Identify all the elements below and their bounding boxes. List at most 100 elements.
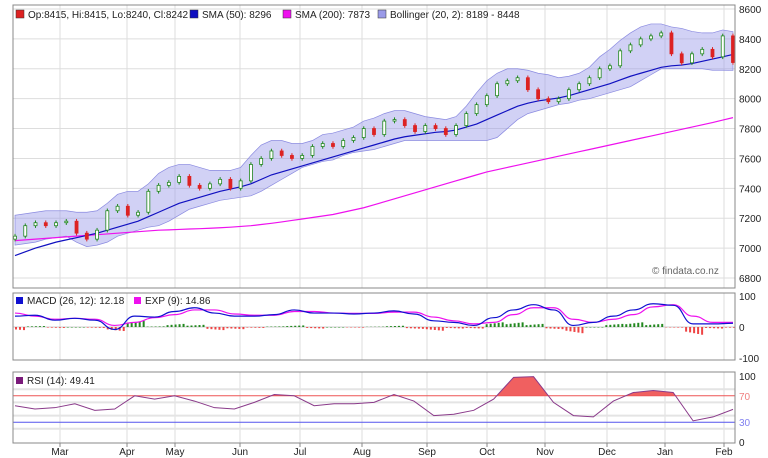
macd-histogram-bar [653, 324, 656, 327]
macd-histogram-bar [681, 327, 684, 328]
macd-histogram-bar [314, 327, 317, 329]
candle-body [382, 120, 387, 135]
candle-body [597, 68, 602, 79]
macd-histogram-bar [166, 325, 169, 327]
sma200-legend-label: SMA (200): 7873 [295, 10, 370, 21]
candle-body [115, 205, 120, 212]
macd-histogram-bar [50, 327, 53, 328]
month-label: Oct [479, 447, 495, 458]
macd-histogram-bar [393, 326, 396, 327]
macd-histogram-bar [589, 327, 592, 328]
macd-histogram-bar [358, 327, 361, 328]
macd-histogram-bar [198, 325, 201, 327]
month-label: Apr [119, 447, 135, 458]
macd-histogram-bar [58, 327, 61, 328]
macd-legend-label: MACD (26, 12): 12.18 [27, 296, 125, 307]
candle-body [413, 125, 417, 132]
candle-body [669, 32, 674, 55]
bollinger-legend-swatch [377, 9, 387, 19]
macd-histogram-bar [705, 327, 708, 328]
macd-histogram-bar [326, 327, 329, 328]
candle-body [218, 178, 223, 185]
macd-histogram-bar [593, 327, 596, 328]
ohlc-legend-swatch [15, 9, 25, 19]
candle-body [515, 77, 520, 82]
macd-histogram-bar [122, 327, 125, 332]
candle-body [423, 125, 428, 132]
candle-body [587, 77, 592, 85]
macd-histogram-bar [362, 327, 365, 328]
macd-histogram-bar [94, 327, 97, 328]
rsi-tick-label: 100 [739, 372, 756, 383]
sma50-legend-swatch [189, 9, 199, 19]
macd-histogram-bar [541, 323, 544, 327]
price-panel: 6800 7000 7200 7400 7600 7800 8000 8200 8400 8600 [12, 4, 762, 289]
macd-histogram-bar [258, 327, 261, 328]
macd-histogram-bar [509, 323, 512, 327]
macd-histogram-bar [733, 327, 735, 328]
month-label: Nov [536, 447, 554, 458]
candle-body [525, 77, 530, 91]
macd-histogram-bar [449, 327, 452, 329]
macd-histogram-bar [721, 327, 724, 329]
macd-histogram-bar [230, 327, 233, 329]
macd-histogram-bar [697, 327, 700, 334]
macd-histogram-bar [553, 327, 556, 329]
candle-body [536, 89, 541, 100]
candle-body [33, 222, 38, 227]
candle-body [64, 220, 69, 224]
macd-histogram-bar [62, 327, 65, 328]
month-label: Mar [51, 447, 69, 458]
macd-histogram-bar [649, 324, 652, 327]
macd-legend: MACD (26, 12): 12.18 EXP (9): 14.86 [16, 296, 211, 307]
macd-histogram-bar [557, 327, 560, 329]
macd-histogram-bar [254, 327, 257, 328]
candle-body [177, 175, 182, 183]
macd-histogram-bar [38, 326, 41, 327]
candle-body [290, 155, 294, 159]
candle-body [649, 35, 653, 40]
sma50-line [14, 53, 734, 257]
candle-body [269, 150, 274, 159]
sma50-legend-label: SMA (50): 8296 [202, 10, 272, 21]
ohlc-legend-label: Op:8415, Hi:8415, Lo:8240, Cl:8242 [28, 10, 189, 21]
macd-histogram-bar [481, 327, 484, 329]
macd-histogram-bar [713, 327, 716, 329]
macd-histogram-bar [23, 327, 25, 331]
macd-histogram-bar [294, 325, 297, 327]
macd-histogram-bar [210, 327, 213, 330]
macd-histogram-bar [174, 324, 177, 327]
macd-histogram-bar [190, 325, 193, 327]
candle-body [259, 158, 264, 165]
candle-body [341, 140, 346, 147]
macd-histogram-bar [178, 324, 181, 327]
month-label: Dec [598, 447, 616, 458]
candle-body [372, 128, 376, 135]
macd-histogram-bar [338, 327, 341, 328]
macd-histogram-bar [545, 327, 548, 329]
macd-histogram-bar [453, 327, 456, 329]
candle-body [690, 53, 694, 64]
price-tick-label: 8000 [739, 95, 762, 106]
candle-body [402, 119, 407, 126]
macd-histogram-bar [322, 327, 325, 329]
macd-histogram-bar [238, 327, 241, 329]
macd-histogram-bar [441, 327, 444, 331]
candle-body [433, 125, 438, 129]
candle-body [731, 35, 735, 63]
rsi-tick-label: 70 [739, 392, 751, 403]
macd-histogram-bar [15, 327, 17, 330]
price-legend: Op:8415, Hi:8415, Lo:8240, Cl:8242 SMA (… [15, 9, 719, 277]
macd-histogram-bar [397, 325, 400, 327]
candle-body [300, 155, 305, 159]
candle-body [505, 80, 510, 85]
macd-histogram-bar [621, 323, 624, 327]
macd-histogram-bar [26, 326, 29, 327]
rsi-panel-border [12, 371, 736, 444]
price-tick-label: 6800 [739, 274, 762, 285]
macd-histogram-bar [226, 327, 229, 329]
macd-histogram-bar [389, 326, 392, 327]
macd-histogram-bar [78, 327, 81, 328]
macd-histogram-bar [421, 327, 424, 329]
macd-histogram-bar [709, 327, 712, 329]
